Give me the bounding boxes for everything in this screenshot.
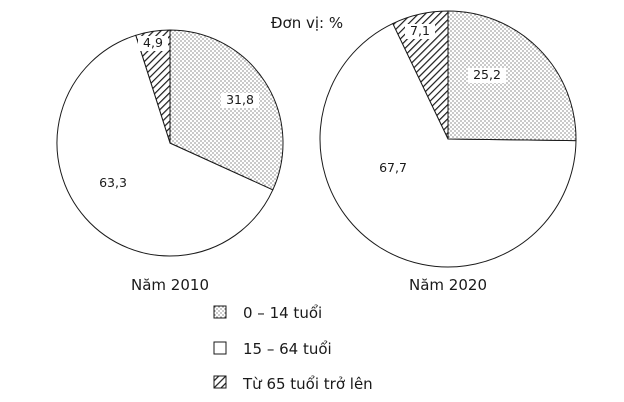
legend-item-65-plus: Từ 65 tuổi trở lên: [213, 375, 373, 393]
pie-slice-2020-15-64: [319, 23, 577, 268]
pie-title-2010: Năm 2010: [131, 276, 209, 294]
legend-label-15-64: 15 – 64 tuổi: [243, 340, 332, 358]
legend-item-0-14: 0 – 14 tuổi: [213, 304, 322, 322]
pie-chart-2020: Năm 2020 25,2 67,7 7,1: [319, 10, 577, 294]
legend-swatch-blank: [213, 341, 227, 355]
slice-label-2020-0-14: 25,2: [473, 67, 501, 82]
slice-label-bg-2010-15-64: [94, 176, 132, 191]
legend: 0 – 14 tuổi 15 – 64 tuổi Từ 65 tuổi trở …: [213, 304, 373, 393]
legend-item-15-64: 15 – 64 tuổi: [213, 340, 332, 358]
pie-title-2020: Năm 2020: [409, 276, 487, 294]
unit-label: Đơn vị: %: [271, 14, 343, 32]
slice-label-2010-0-14: 31,8: [226, 92, 254, 107]
slice-label-2010-65-plus: 4,9: [143, 35, 163, 50]
slice-label-2010-15-64: 63,3: [99, 175, 127, 190]
pie-slice-2010-0-14: [169, 29, 284, 191]
slice-label-bg-2020-0-14: [468, 68, 506, 83]
slice-label-bg-2010-0-14: [221, 93, 259, 108]
pie-slice-2010-15-64: [56, 34, 274, 257]
slice-label-bg-2010-65-plus: [138, 36, 168, 51]
slice-label-bg-2020-65-plus: [405, 24, 435, 39]
pie-chart-2010: Năm 2010 31,8 63,3 4,9: [56, 29, 284, 294]
legend-label-0-14: 0 – 14 tuổi: [243, 304, 322, 322]
slice-label-2020-65-plus: 7,1: [410, 23, 430, 38]
slice-label-2020-15-64: 67,7: [379, 160, 407, 175]
slice-label-bg-2020-15-64: [374, 161, 412, 176]
legend-swatch-dots: [213, 305, 227, 319]
legend-swatch-hatch: [213, 375, 227, 389]
pie-slice-2020-0-14: [447, 10, 577, 142]
legend-label-65-plus: Từ 65 tuổi trở lên: [242, 375, 373, 393]
